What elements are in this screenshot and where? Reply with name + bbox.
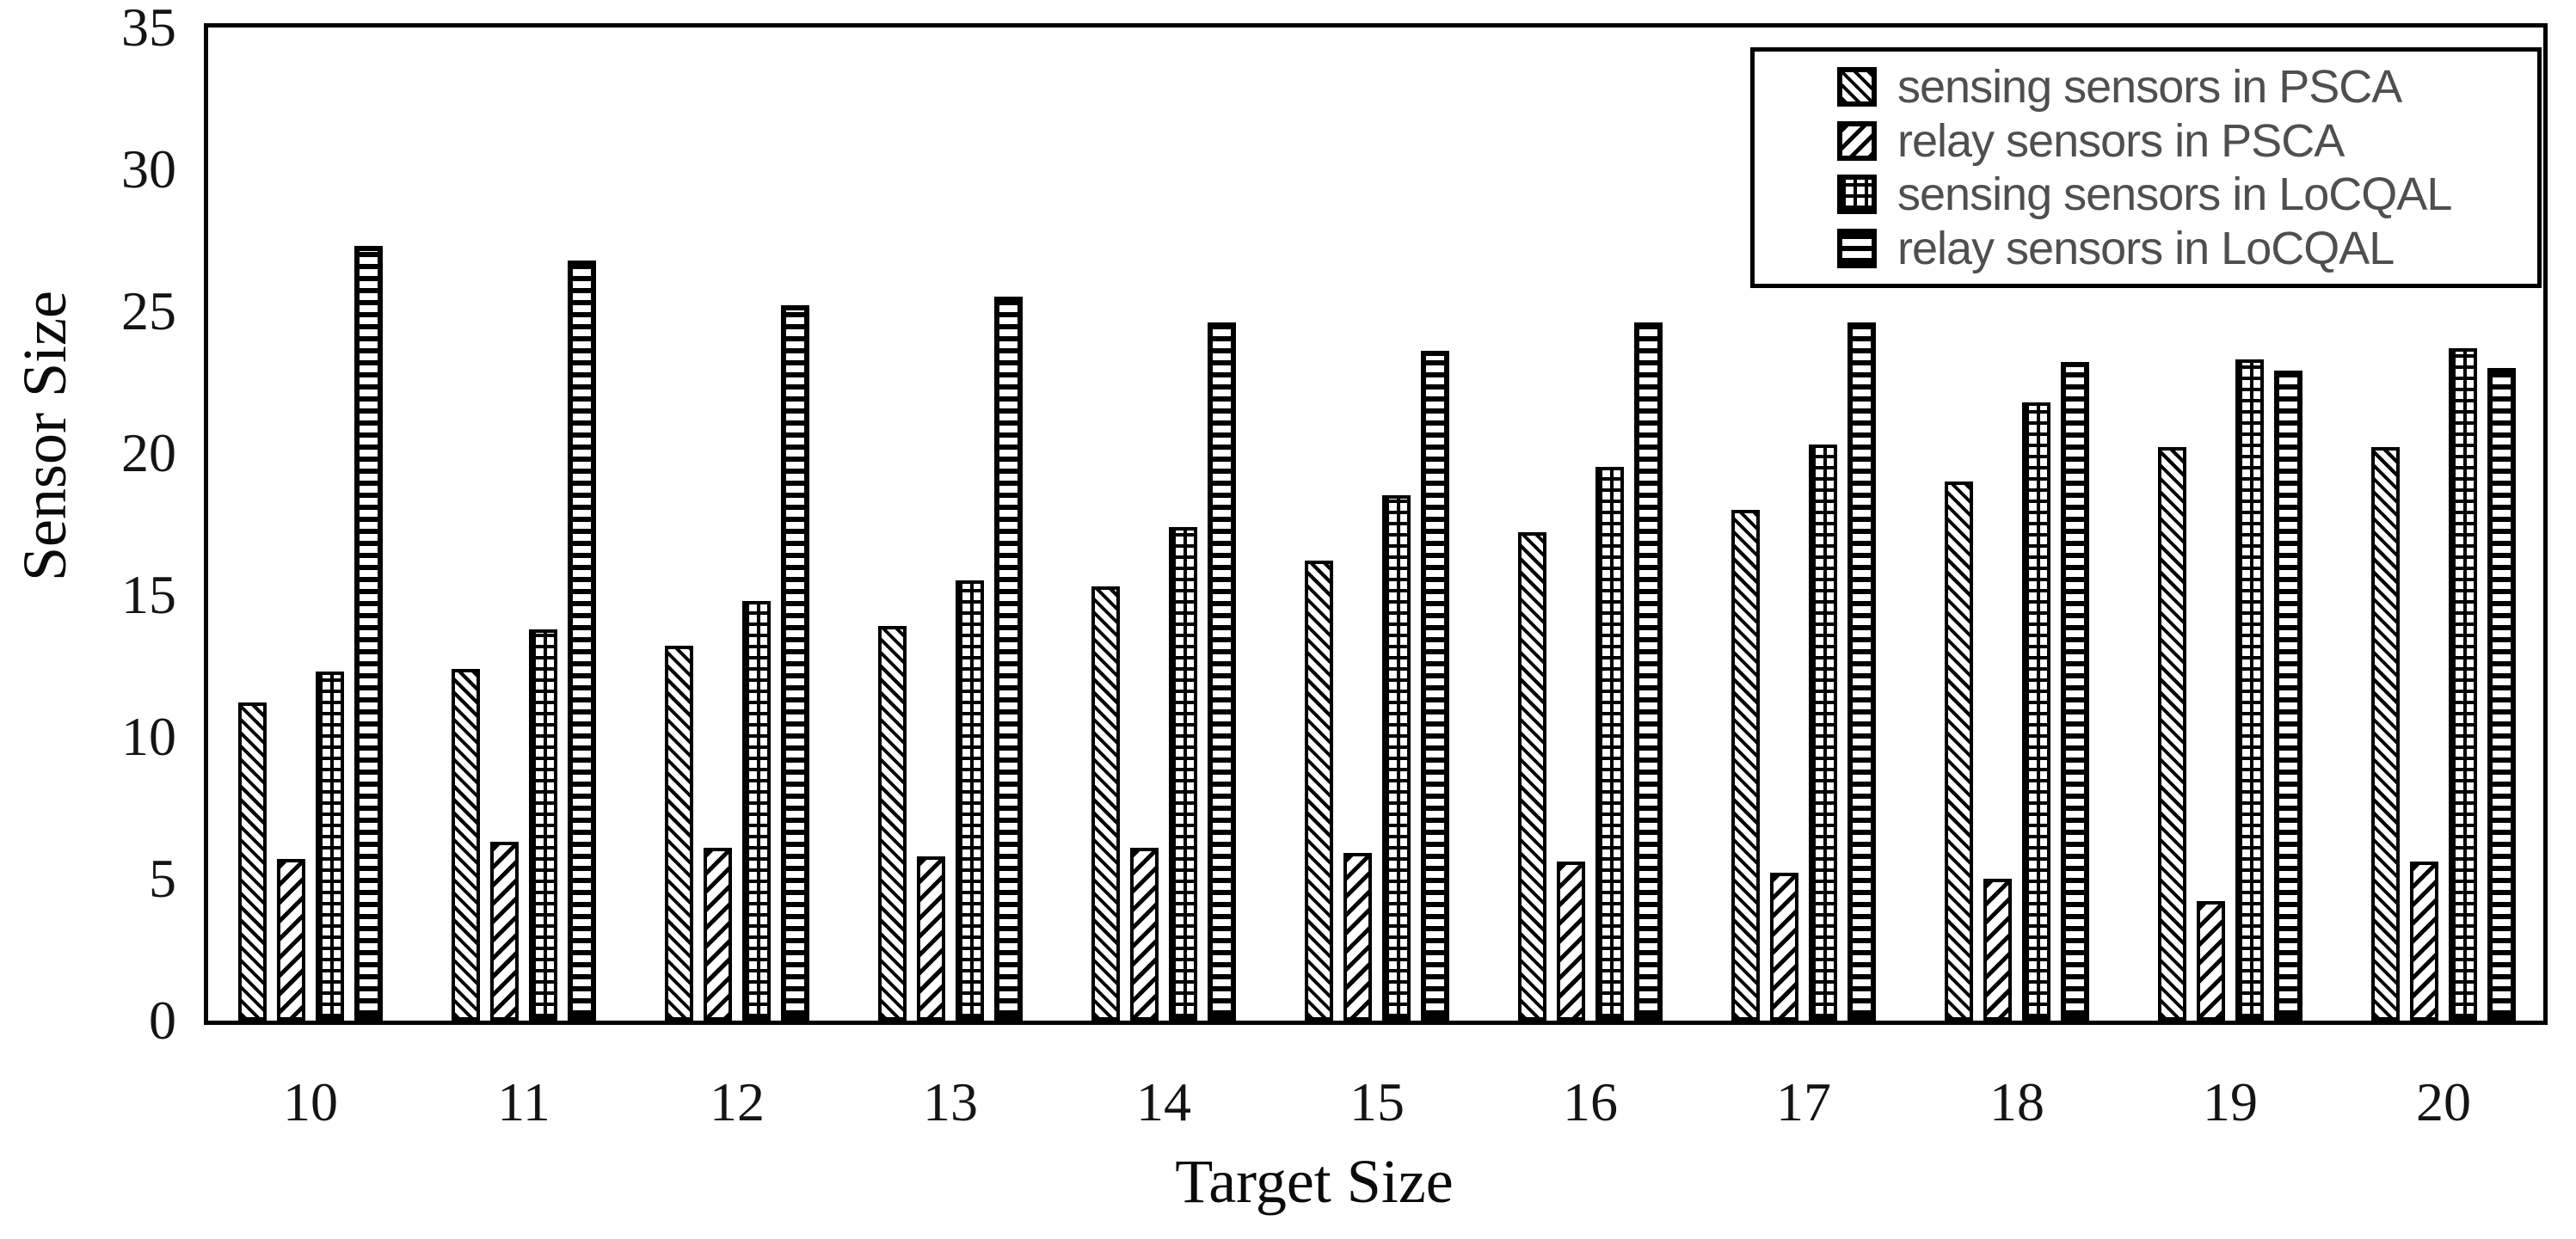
bar-sensing-sensors-in-locqal-12: [742, 601, 771, 1021]
bar-sensing-sensors-in-psca-16: [1518, 532, 1546, 1021]
x-tick-label: 16: [1563, 1071, 1618, 1132]
bar-relay-sensors-in-locqal-20: [2487, 368, 2516, 1021]
bar-sensing-sensors-in-locqal-17: [1809, 445, 1837, 1021]
bar-sensing-sensors-in-psca-14: [1091, 586, 1120, 1021]
legend-item: sensing sensors in PSCA: [1755, 62, 2537, 112]
x-tick-label: 15: [1349, 1071, 1405, 1132]
bar-sensing-sensors-in-locqal-14: [1169, 527, 1197, 1021]
y-tick-label: 25: [121, 280, 176, 341]
bar-sensing-sensors-in-psca-15: [1305, 561, 1333, 1021]
x-tick-label: 12: [710, 1071, 765, 1132]
bar-relay-sensors-in-psca-10: [277, 859, 305, 1021]
x-tick-label: 13: [923, 1071, 978, 1132]
bar-relay-sensors-in-psca-11: [490, 842, 519, 1021]
bar-relay-sensors-in-locqal-10: [354, 246, 383, 1021]
bar-sensing-sensors-in-psca-11: [452, 669, 480, 1021]
x-tick-label: 17: [1776, 1071, 1831, 1132]
y-tick-label: 35: [121, 0, 176, 58]
hatch-slash-icon: [1837, 120, 1877, 161]
y-tick-label: 15: [121, 564, 176, 625]
legend-item: relay sensors in PSCA: [1755, 116, 2537, 166]
bar-relay-sensors-in-psca-19: [2197, 901, 2225, 1021]
bar-sensing-sensors-in-psca-17: [1731, 510, 1760, 1021]
x-tick-label: 14: [1136, 1071, 1191, 1132]
bar-relay-sensors-in-locqal-19: [2274, 371, 2302, 1021]
y-tick-label: 10: [121, 706, 176, 767]
bar-relay-sensors-in-locqal-18: [2061, 362, 2089, 1021]
bar-sensing-sensors-in-locqal-18: [2022, 402, 2050, 1021]
bar-sensing-sensors-in-psca-19: [2158, 447, 2186, 1021]
bar-relay-sensors-in-psca-20: [2410, 862, 2438, 1021]
x-tick-label: 18: [1989, 1071, 2044, 1132]
bar-relay-sensors-in-psca-17: [1770, 873, 1798, 1021]
bar-relay-sensors-in-locqal-17: [1847, 322, 1876, 1021]
bar-sensing-sensors-in-locqal-15: [1382, 495, 1411, 1021]
bar-sensing-sensors-in-locqal-10: [316, 672, 344, 1021]
bar-relay-sensors-in-psca-12: [704, 848, 732, 1021]
bar-relay-sensors-in-locqal-12: [781, 305, 809, 1021]
y-tick-label: 20: [121, 422, 176, 483]
bar-relay-sensors-in-locqal-11: [568, 261, 596, 1021]
legend-item: sensing sensors in LoCQAL: [1755, 169, 2537, 219]
bar-relay-sensors-in-psca-16: [1557, 862, 1585, 1021]
legend-item: relay sensors in LoCQAL: [1755, 224, 2537, 273]
hatch-grid-icon: [1837, 175, 1877, 215]
y-tick-label: 5: [149, 848, 176, 909]
bar-relay-sensors-in-locqal-16: [1634, 322, 1663, 1021]
legend-label: sensing sensors in LoCQAL: [1897, 169, 2452, 221]
legend-label: sensing sensors in PSCA: [1897, 61, 2402, 113]
bar-sensing-sensors-in-psca-12: [665, 646, 693, 1021]
x-tick-label: 19: [2203, 1071, 2258, 1132]
bar-sensing-sensors-in-psca-18: [1945, 481, 1973, 1021]
bar-relay-sensors-in-psca-15: [1343, 853, 1372, 1021]
y-tick-label: 30: [121, 138, 176, 199]
bar-sensing-sensors-in-psca-13: [878, 626, 907, 1021]
x-tick-label: 10: [283, 1071, 338, 1132]
bar-relay-sensors-in-psca-13: [917, 856, 945, 1021]
x-tick-label: 20: [2416, 1071, 2471, 1132]
legend-label: relay sensors in LoCQAL: [1897, 222, 2395, 274]
bar-relay-sensors-in-psca-14: [1130, 848, 1159, 1021]
bar-sensing-sensors-in-psca-10: [238, 702, 267, 1021]
bar-sensing-sensors-in-locqal-13: [956, 580, 984, 1021]
x-tick-label: 11: [497, 1071, 550, 1132]
bar-sensing-sensors-in-locqal-16: [1595, 467, 1624, 1021]
hatch-horizontal-icon: [1837, 228, 1877, 268]
hatch-backslash-icon: [1837, 67, 1877, 107]
x-axis-title: Target Size: [1175, 1147, 1454, 1216]
bar-relay-sensors-in-locqal-14: [1208, 322, 1236, 1021]
bar-sensing-sensors-in-locqal-19: [2235, 359, 2264, 1021]
bar-sensing-sensors-in-psca-20: [2371, 447, 2400, 1021]
legend: sensing sensors in PSCA relay sensors in…: [1750, 47, 2542, 288]
bar-relay-sensors-in-locqal-15: [1421, 351, 1449, 1021]
bar-sensing-sensors-in-locqal-11: [529, 629, 557, 1021]
bar-sensing-sensors-in-locqal-20: [2449, 348, 2477, 1021]
legend-label: relay sensors in PSCA: [1897, 114, 2345, 167]
bar-relay-sensors-in-locqal-13: [994, 297, 1023, 1021]
bar-relay-sensors-in-psca-18: [1983, 879, 2012, 1021]
y-tick-label: 0: [149, 990, 176, 1051]
